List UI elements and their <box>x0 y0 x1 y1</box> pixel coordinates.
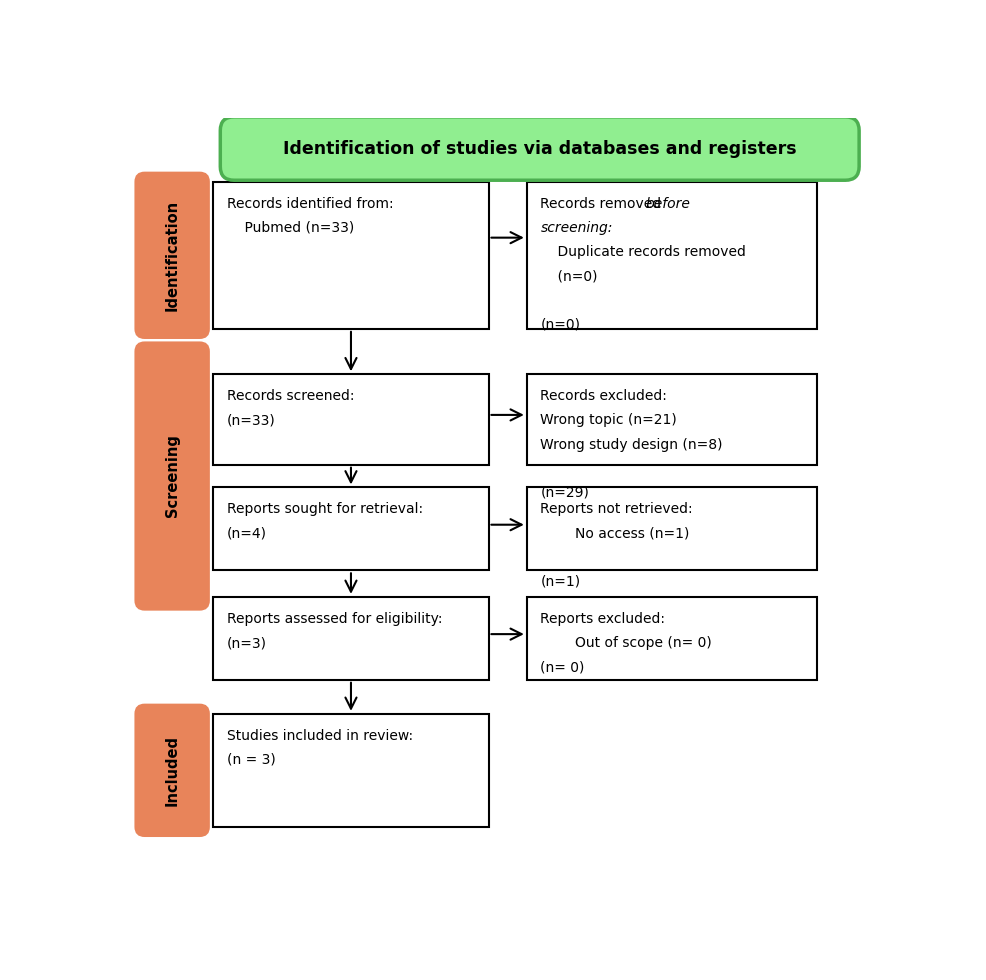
Text: Identification of studies via databases and registers: Identification of studies via databases … <box>283 139 797 158</box>
Text: No access (n=1): No access (n=1) <box>540 526 690 541</box>
Text: Wrong study design (n=8): Wrong study design (n=8) <box>540 437 723 452</box>
Text: Duplicate records removed: Duplicate records removed <box>540 245 746 259</box>
Text: (n = 3): (n = 3) <box>227 753 276 767</box>
Text: (n=0): (n=0) <box>540 270 598 283</box>
Bar <box>213 374 488 465</box>
Text: screening:: screening: <box>540 220 613 235</box>
Text: (n=33): (n=33) <box>227 414 276 427</box>
FancyBboxPatch shape <box>135 705 209 836</box>
Bar <box>213 597 488 680</box>
Text: (n=1): (n=1) <box>540 575 581 589</box>
Text: Wrong topic (n=21): Wrong topic (n=21) <box>540 414 677 427</box>
Text: before: before <box>646 197 691 211</box>
Text: Records identified from:: Records identified from: <box>227 197 393 211</box>
Text: Pubmed (n=33): Pubmed (n=33) <box>227 220 354 235</box>
FancyBboxPatch shape <box>220 117 859 180</box>
Text: (n=29): (n=29) <box>540 486 590 500</box>
Bar <box>527 597 817 680</box>
Bar <box>527 181 817 329</box>
Text: Screening: Screening <box>165 434 179 517</box>
Text: (n=0): (n=0) <box>540 318 581 331</box>
FancyBboxPatch shape <box>135 342 209 610</box>
Text: Reports sought for retrieval:: Reports sought for retrieval: <box>227 503 423 516</box>
Text: Reports assessed for eligibility:: Reports assessed for eligibility: <box>227 612 443 626</box>
Text: (n= 0): (n= 0) <box>540 661 585 674</box>
Bar <box>213 713 488 827</box>
Text: Records removed: Records removed <box>540 197 666 211</box>
Bar <box>213 181 488 329</box>
Text: Studies included in review:: Studies included in review: <box>227 729 413 743</box>
Bar <box>527 487 817 570</box>
Text: Out of scope (n= 0): Out of scope (n= 0) <box>540 636 712 650</box>
FancyBboxPatch shape <box>135 172 209 338</box>
Text: (n=4): (n=4) <box>227 526 267 541</box>
Text: Records excluded:: Records excluded: <box>540 389 668 403</box>
Text: Included: Included <box>165 735 179 806</box>
Bar <box>213 487 488 570</box>
Text: Reports not retrieved:: Reports not retrieved: <box>540 503 693 516</box>
Text: Reports excluded:: Reports excluded: <box>540 612 666 626</box>
Bar <box>527 374 817 465</box>
Text: Records screened:: Records screened: <box>227 389 355 403</box>
Text: Identification: Identification <box>165 200 179 311</box>
Text: (n=3): (n=3) <box>227 636 267 650</box>
